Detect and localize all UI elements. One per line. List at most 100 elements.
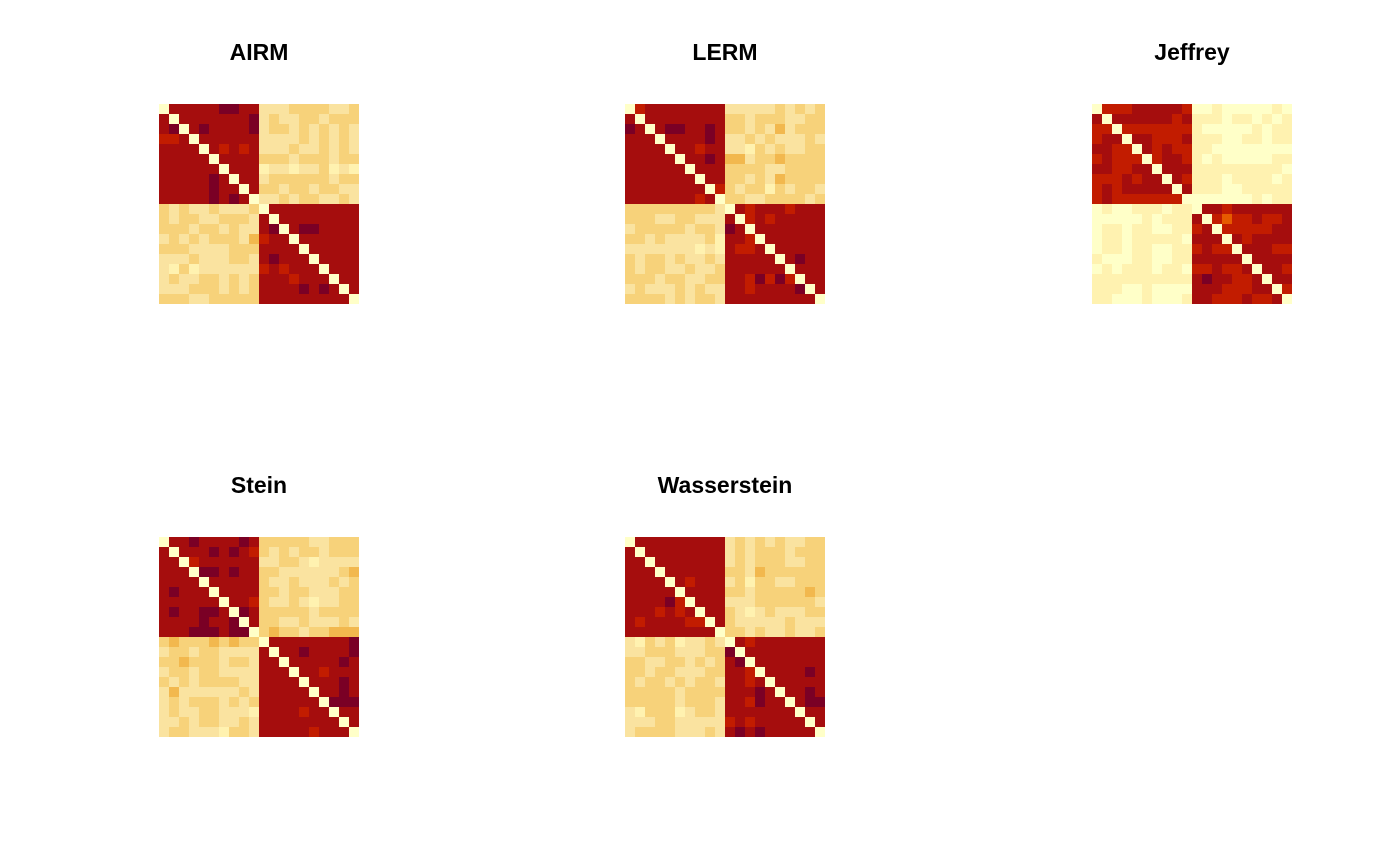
heatmap-cell [1182,294,1192,304]
heatmap-cell [725,224,735,234]
heatmap-cell [785,617,795,627]
heatmap-cell [1232,274,1242,284]
heatmap-cell [635,597,645,607]
heatmap-cell [229,597,239,607]
heatmap-cell [189,184,199,194]
heatmap-cell [655,184,665,194]
heatmap-cell [229,667,239,677]
heatmap-cell [1162,284,1172,294]
heatmap-cell [239,667,249,677]
heatmap-cell [1152,104,1162,114]
heatmap-cell [1102,224,1112,234]
heatmap-cell [725,174,735,184]
heatmap-cell [229,254,239,264]
heatmap-cell [279,144,289,154]
heatmap-cell [189,214,199,224]
heatmap-cell [329,627,339,637]
heatmap-cell [199,717,209,727]
heatmap-cell [775,607,785,617]
heatmap-cell [1202,254,1212,264]
heatmap-cell [279,184,289,194]
heatmap-cell [1182,204,1192,214]
heatmap-cell [635,577,645,587]
heatmap-cell [259,224,269,234]
heatmap-cell [775,727,785,737]
heatmap-cell [725,637,735,647]
heatmap-cell [289,597,299,607]
heatmap-cell [665,174,675,184]
heatmap-cell [179,537,189,547]
heatmap-cell [169,224,179,234]
heatmap-cell [249,264,259,274]
heatmap-cell [299,214,309,224]
heatmap-cell [795,134,805,144]
heatmap-cell [755,144,765,154]
heatmap-cell [169,234,179,244]
heatmap-cell [815,637,825,647]
heatmap-cell [1152,254,1162,264]
heatmap-cell [1162,244,1172,254]
heatmap-cell [635,214,645,224]
heatmap-cell [319,204,329,214]
heatmap-cell [269,557,279,567]
heatmap-cell [279,557,289,567]
heatmap-cell [319,144,329,154]
heatmap-cell [815,234,825,244]
heatmap-cell [655,577,665,587]
heatmap-cell [685,254,695,264]
heatmap-cell [1272,224,1282,234]
heatmap-cell [735,617,745,627]
heatmap-cell [1212,174,1222,184]
heatmap-cell [745,547,755,557]
heatmap-cell [1272,194,1282,204]
heatmap-cell [625,707,635,717]
heatmap-cell [339,144,349,154]
heatmap-cell [289,687,299,697]
heatmap-cell [1272,184,1282,194]
heatmap-cell [239,717,249,727]
heatmap-cell [339,194,349,204]
heatmap-cell [229,547,239,557]
heatmap-cell [349,134,359,144]
heatmap-cell [735,124,745,134]
heatmap-cell [655,697,665,707]
heatmap-cell [805,254,815,264]
heatmap-cell [1112,224,1122,234]
heatmap-cell [705,204,715,214]
heatmap-cell [785,537,795,547]
heatmap-cell [1242,194,1252,204]
heatmap-cell [279,637,289,647]
heatmap-cell [289,174,299,184]
heatmap-cell [695,164,705,174]
heatmap-cell [349,274,359,284]
heatmap-cell [635,204,645,214]
heatmap-cell [625,174,635,184]
heatmap-cell [1272,124,1282,134]
heatmap-cell [1202,144,1212,154]
heatmap-cell [785,667,795,677]
heatmap-cell [159,537,169,547]
heatmap-cell [189,264,199,274]
heatmap-cell [229,234,239,244]
heatmap-cell [199,727,209,737]
heatmap-cell [1142,114,1152,124]
heatmap-cell [1112,144,1122,154]
heatmap-cell [299,707,309,717]
heatmap-cell [725,214,735,224]
heatmap-cell [625,607,635,617]
heatmap-cell [319,667,329,677]
heatmap-cell [655,587,665,597]
heatmap-cell [775,717,785,727]
heatmap-cell [159,244,169,254]
heatmap-cell [765,244,775,254]
heatmap-cell [635,124,645,134]
heatmap-cell [1122,194,1132,204]
heatmap-cell [219,697,229,707]
heatmap-cell [675,274,685,284]
heatmap-cell [655,114,665,124]
heatmap-cell [259,134,269,144]
heatmap-cell [199,627,209,637]
heatmap-cell [1152,164,1162,174]
heatmap-cell [685,274,695,284]
heatmap-cell [1232,254,1242,264]
